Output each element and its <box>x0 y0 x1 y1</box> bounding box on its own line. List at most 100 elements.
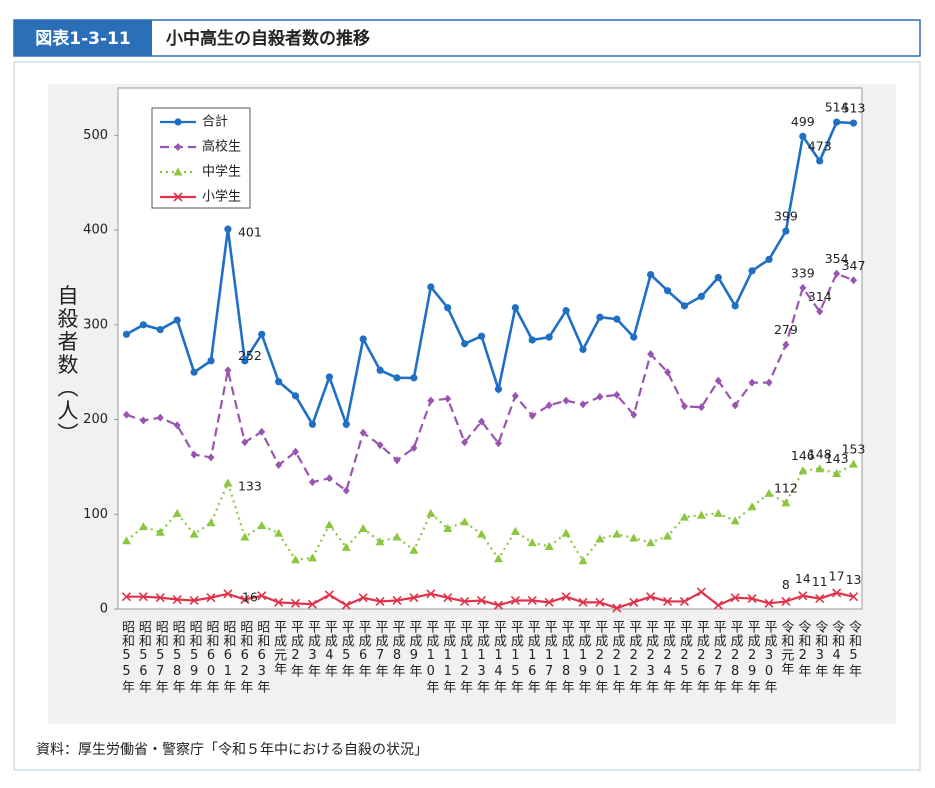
point <box>493 600 504 610</box>
point <box>223 478 233 487</box>
point <box>646 592 656 602</box>
value-label: 347 <box>842 258 866 273</box>
x-tick-label: 令和3年 <box>812 620 828 678</box>
point <box>697 403 705 412</box>
point <box>630 333 638 341</box>
x-tick-label: 昭和55年 <box>119 620 135 694</box>
point <box>730 516 740 525</box>
value-label: 514 <box>825 100 849 115</box>
point <box>680 402 688 411</box>
point <box>663 531 673 540</box>
point <box>747 502 757 511</box>
point <box>207 357 215 365</box>
point <box>427 283 435 291</box>
legend-marker <box>173 167 183 176</box>
x-tick-label: 平成27年 <box>711 620 727 694</box>
point <box>764 598 774 608</box>
point <box>799 283 807 292</box>
series-line <box>125 120 854 430</box>
point <box>798 466 808 475</box>
point <box>833 269 841 278</box>
point <box>579 400 587 409</box>
point <box>257 521 267 530</box>
point <box>206 593 216 603</box>
x-tick-label: 令和4年 <box>829 620 845 678</box>
point <box>460 596 470 606</box>
point <box>849 119 858 127</box>
point <box>493 554 503 563</box>
point <box>799 132 807 140</box>
point <box>190 368 198 376</box>
value-label: 148 <box>808 446 832 461</box>
point <box>730 593 740 603</box>
point <box>578 597 588 607</box>
point <box>122 330 131 338</box>
point <box>292 447 300 456</box>
value-label: 153 <box>842 442 866 457</box>
point <box>241 438 249 447</box>
point <box>290 598 301 608</box>
point <box>173 316 181 324</box>
point <box>781 498 791 507</box>
point <box>629 533 639 542</box>
x-tick-label: 平成20年 <box>592 620 608 694</box>
value-label: 8 <box>782 577 790 592</box>
point <box>426 589 436 599</box>
figure-title: 小中高生の自殺者数の推移 <box>166 28 370 49</box>
x-tick-label: 平成29年 <box>745 620 761 694</box>
point <box>375 596 385 606</box>
point <box>427 396 435 405</box>
x-tick-label: 昭和61年 <box>220 620 236 694</box>
point <box>375 537 385 546</box>
point <box>748 378 756 387</box>
header-frame <box>13 19 921 57</box>
point <box>189 529 199 538</box>
point <box>731 401 739 410</box>
point <box>291 392 300 400</box>
x-tick-label: 平成4年 <box>322 620 338 678</box>
point <box>307 553 317 562</box>
x-tick-label: 平成6年 <box>356 620 372 678</box>
point <box>647 350 655 359</box>
point <box>545 401 553 410</box>
point <box>595 597 605 607</box>
point <box>358 523 368 532</box>
x-tick-label: 平成12年 <box>457 620 473 694</box>
point <box>731 302 739 310</box>
point <box>155 527 165 536</box>
value-label: 314 <box>808 289 832 304</box>
point <box>561 592 571 602</box>
x-tick-label: 平成2年 <box>288 620 304 678</box>
x-tick-label: 平成11年 <box>440 620 456 694</box>
value-label: 279 <box>774 322 798 337</box>
point <box>240 594 250 605</box>
point <box>748 267 756 275</box>
value-label: 354 <box>825 251 849 266</box>
point <box>257 591 267 601</box>
point <box>798 591 808 601</box>
point <box>241 357 249 365</box>
point <box>206 518 216 527</box>
y-tick-label: 400 <box>83 223 108 238</box>
source-note: 資料：厚生労働省・警察庁「令和５年中における自殺の状況」 <box>36 741 428 758</box>
point <box>816 157 824 165</box>
value-label: 133 <box>238 479 262 494</box>
point <box>477 332 486 340</box>
point <box>647 271 655 279</box>
point <box>426 508 436 517</box>
point <box>545 333 553 341</box>
point <box>274 597 284 607</box>
x-tick-label: 昭和58年 <box>170 620 186 694</box>
point <box>476 595 487 606</box>
point <box>258 427 266 436</box>
x-tick-label: 昭和60年 <box>204 620 220 694</box>
y-tick-label: 500 <box>83 128 108 143</box>
point <box>342 486 350 495</box>
x-tick-label: 平成7年 <box>373 620 389 678</box>
point <box>240 532 250 541</box>
plot: 0 100 200 300 400 500 昭和55年 昭和56年 昭和57年 昭和58年 昭和59… <box>83 100 865 694</box>
x-tick-label: 平成22年 <box>626 620 642 694</box>
point <box>172 508 182 517</box>
point <box>595 534 605 543</box>
